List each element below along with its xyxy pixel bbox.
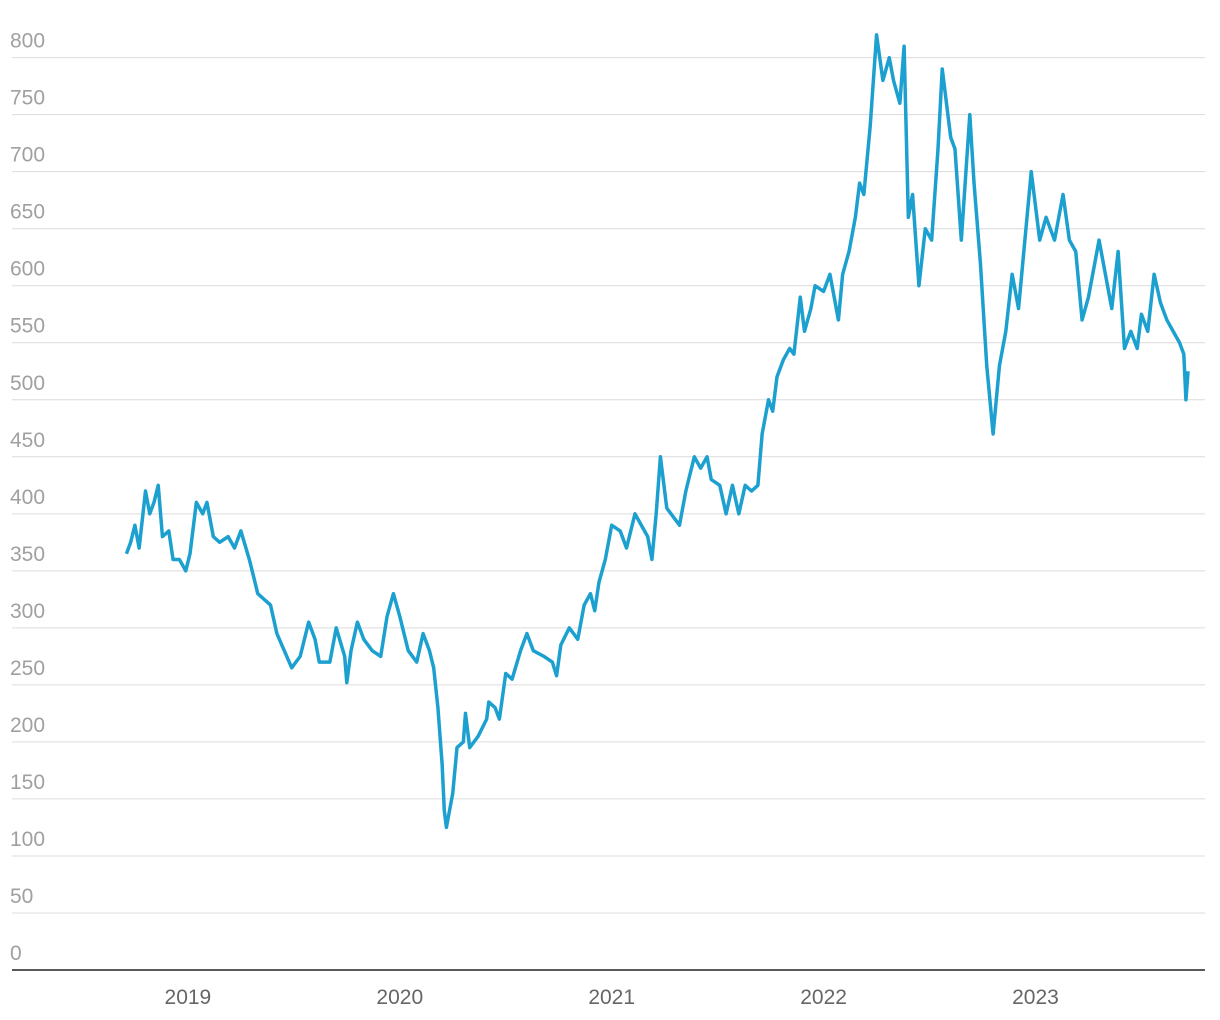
y-tick-label: 400 xyxy=(10,486,45,509)
x-tick-label: 2020 xyxy=(376,986,423,1009)
x-tick-label: 2022 xyxy=(800,986,847,1009)
y-tick-label: 450 xyxy=(10,429,45,452)
x-tick-label: 2019 xyxy=(165,986,212,1009)
price-line xyxy=(124,33,1190,830)
y-tick-label: 500 xyxy=(10,372,45,395)
y-tick-label: 250 xyxy=(10,657,45,680)
x-tick-label: 2021 xyxy=(588,986,635,1009)
x-tick-label: 2023 xyxy=(1012,986,1059,1009)
y-tick-label: 700 xyxy=(10,144,45,167)
y-tick-label: 100 xyxy=(10,828,45,851)
y-tick-label: 0 xyxy=(10,942,22,965)
y-tick-label: 750 xyxy=(10,87,45,110)
y-tick-label: 200 xyxy=(10,714,45,737)
y-tick-label: 550 xyxy=(10,315,45,338)
y-tick-label: 50 xyxy=(10,885,33,908)
y-tick-label: 600 xyxy=(10,258,45,281)
y-tick-label: 350 xyxy=(10,543,45,566)
y-tick-label: 300 xyxy=(10,600,45,623)
y-tick-label: 800 xyxy=(10,30,45,53)
y-tick-label: 650 xyxy=(10,201,45,224)
y-tick-label: 150 xyxy=(10,771,45,794)
